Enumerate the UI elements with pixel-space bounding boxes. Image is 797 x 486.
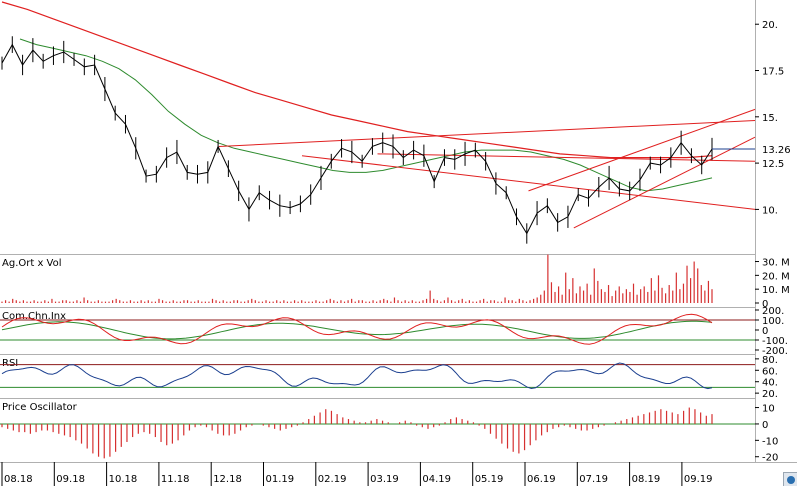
price-axis: 20. 17.5 15. 12.5 10. 13.26 — [755, 20, 791, 216]
price-line — [1, 43, 713, 235]
oscillator-axis-tick-label: -10 — [762, 436, 778, 447]
trend-line — [528, 108, 756, 192]
price-axis-tick-label: 17.5 — [762, 67, 784, 78]
oscillator-axis-tick-label: -20 — [762, 453, 778, 464]
oscillator-panel-title: Price Oscillator — [2, 402, 78, 413]
cci-axis-tick-label: 0 — [762, 326, 768, 337]
cci-axis: 200.100.0-100.-200. — [755, 306, 788, 357]
circle-icon — [787, 476, 795, 484]
cci-axis-tick-label: 100. — [762, 316, 784, 327]
zoom-control-button[interactable] — [783, 472, 797, 486]
rsi-axis-tick-label: 20. — [762, 389, 778, 400]
volume-axis-tick-label: 30. M — [762, 258, 790, 269]
oscillator-axis: 10 0 -10 -20 — [755, 404, 778, 464]
rsi-line — [1, 362, 713, 390]
x-axis-tick-label: 04.19 — [422, 474, 451, 485]
oscillator-axis-tick-label: 10 — [762, 404, 775, 415]
x-axis-tick-label: 11.18 — [161, 474, 190, 485]
x-axis-tick-label: 02.19 — [318, 474, 347, 485]
x-axis-tick-label: 12.18 — [213, 474, 242, 485]
x-axis-tick-label: 10.18 — [109, 474, 138, 485]
cci-axis-tick-label: 200. — [762, 306, 784, 317]
price-axis-tick-label: 12.5 — [762, 159, 784, 170]
oscillator-panel — [0, 407, 755, 459]
price-panel — [1, 1, 756, 244]
trend-line — [573, 136, 756, 229]
rsi-axis: 80.60.40.20. — [755, 355, 778, 400]
cci-signal-line — [1, 320, 713, 340]
x-axis-tick-label: 03.19 — [370, 474, 399, 485]
rsi-panel-title: RSI — [2, 358, 18, 369]
trend-line — [218, 120, 756, 147]
volume-panel-title: Ag.Ort x Vol — [2, 258, 62, 269]
ma-long-line — [1, 1, 713, 159]
ma-short-line — [19, 38, 713, 192]
x-axis-tick-label: 07.19 — [579, 474, 608, 485]
cci-panel — [0, 313, 755, 345]
cci-axis-tick-label: -100. — [762, 336, 788, 347]
volume-panel — [1, 254, 713, 303]
price-axis-tick-label: 20. — [762, 20, 778, 31]
oscillator-axis-tick-label: 0 — [762, 420, 768, 431]
volume-axis-tick-label: 10. M — [762, 285, 790, 296]
x-axis-tick-label: 09.18 — [56, 474, 85, 485]
trend-line — [377, 153, 756, 162]
price-axis-tick-label: 10. — [762, 205, 778, 216]
cci-axis-tick-label: -200. — [762, 346, 788, 357]
x-axis: 08.18 09.18 10.18 11.18 12.18 01.19 02.19 03.19… — [1, 462, 713, 486]
x-axis-tick-label: 05.19 — [475, 474, 504, 485]
volume-axis-tick-label: 0 — [762, 299, 768, 310]
cci-line — [1, 313, 713, 345]
x-axis-tick-label: 09.19 — [684, 474, 713, 485]
cci-panel-title: Com.Chn.Inx — [2, 311, 66, 322]
x-axis-tick-label: 06.19 — [527, 474, 556, 485]
panel-frames — [0, 0, 797, 463]
rsi-panel — [0, 362, 755, 390]
rsi-axis-tick-label: 60. — [762, 366, 778, 377]
rsi-axis-tick-label: 80. — [762, 355, 778, 366]
volume-axis-tick-label: 20. M — [762, 271, 790, 282]
trend-line — [301, 155, 756, 210]
rsi-axis-tick-label: 40. — [762, 378, 778, 389]
x-axis-tick-label: 08.19 — [632, 474, 661, 485]
price-axis-tick-label: 15. — [762, 113, 778, 124]
x-axis-tick-label: 01.19 — [266, 474, 295, 485]
last-value-label: 13.26 — [762, 145, 791, 156]
volume-axis: 30. M 20. M 10. M 0 — [755, 258, 790, 310]
x-axis-tick-label: 08.18 — [4, 474, 33, 485]
